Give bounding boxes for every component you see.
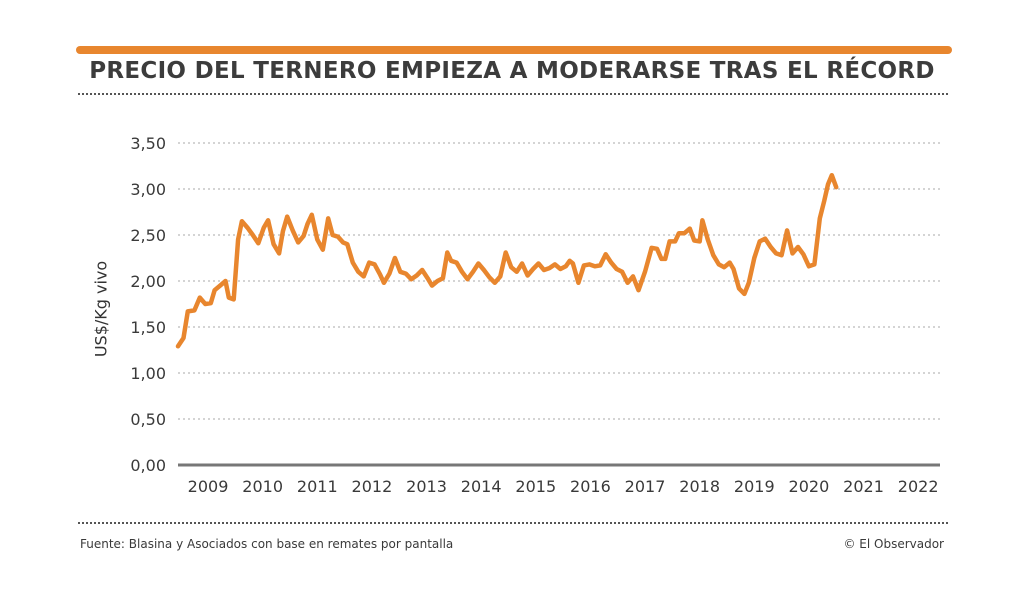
series-line [175,172,839,349]
title-divider [78,93,948,95]
gridlines [178,142,940,420]
y-tick-label: 3,00 [130,180,166,199]
x-tick-label: 2019 [734,477,775,496]
x-tick-label: 2015 [515,477,556,496]
y-tick-label: 2,00 [130,272,166,291]
footer-divider [78,522,948,524]
x-tick-label: 2012 [352,477,393,496]
x-tick-label: 2013 [406,477,447,496]
x-tick-label: 2009 [188,477,229,496]
y-tick-label: 0,00 [130,456,166,475]
top-accent-bar [76,46,952,54]
credit-note: © El Observador [843,537,944,551]
y-tick-label: 2,50 [130,226,166,245]
x-tick-label: 2014 [461,477,502,496]
x-tick-label: 2020 [789,477,830,496]
x-tick-label: 2010 [242,477,283,496]
y-tick-label: 3,50 [130,134,166,153]
x-tick-label: 2017 [625,477,666,496]
y-tick-label: 0,50 [130,410,166,429]
x-axis-ticks: 2009 2010 2011 2012 2013 2014 2015 2016 2017 2018… [188,477,939,496]
y-axis-label: US$/Kg vivo [91,260,111,358]
y-axis-ticks: 0,00 0,50 1,00 1,50 2,00 2,50 3,00 3,50 [130,134,166,475]
y-tick-label: 1,00 [130,364,166,383]
x-tick-label: 2022 [898,477,939,496]
x-tick-label: 2018 [679,477,720,496]
x-tick-label: 2011 [297,477,338,496]
x-tick-label: 2016 [570,477,611,496]
y-tick-label: 1,50 [130,318,166,337]
x-tick-label: 2021 [843,477,884,496]
chart-title: PRECIO DEL TERNERO EMPIEZA A MODERARSE T… [89,58,935,84]
source-note: Fuente: Blasina y Asociados con base en … [80,537,454,551]
